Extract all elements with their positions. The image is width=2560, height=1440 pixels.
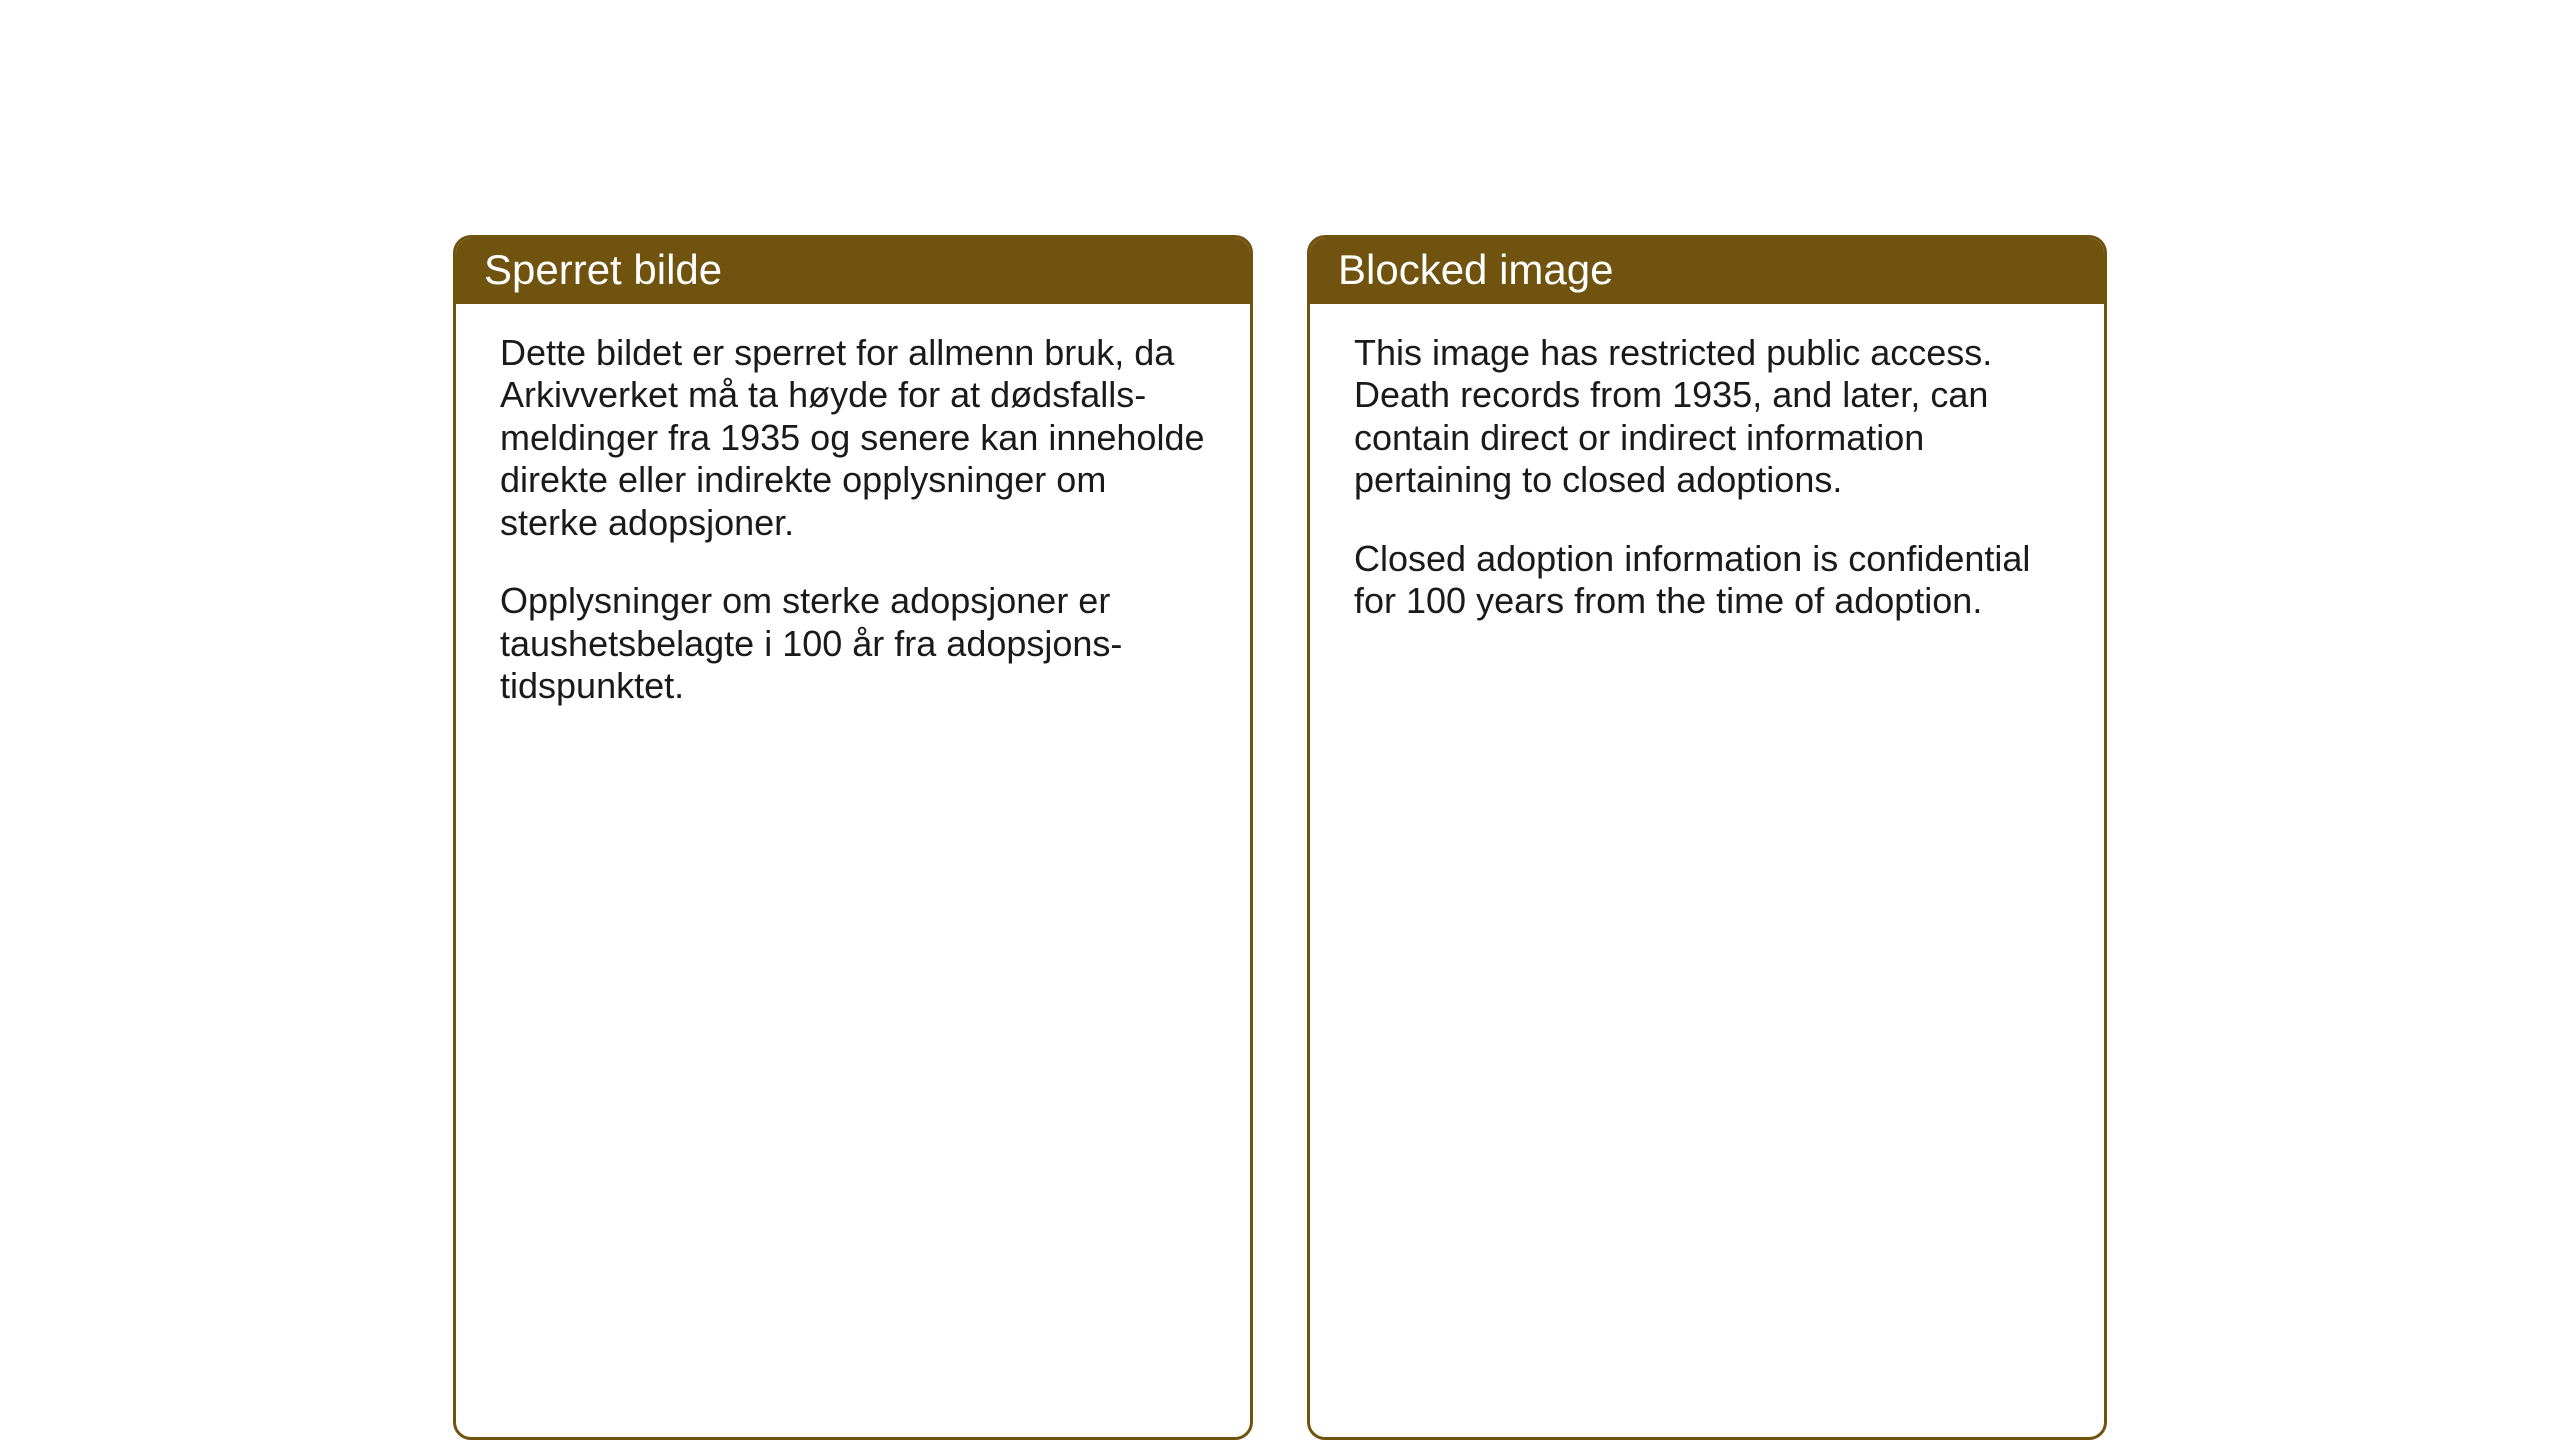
english-paragraph-1: This image has restricted public access.… <box>1354 332 2060 502</box>
english-card-body: This image has restricted public access.… <box>1310 304 2104 665</box>
norwegian-notice-card: Sperret bilde Dette bildet er sperret fo… <box>453 235 1253 1440</box>
norwegian-paragraph-1: Dette bildet er sperret for allmenn bruk… <box>500 332 1206 544</box>
english-notice-card: Blocked image This image has restricted … <box>1307 235 2107 1440</box>
norwegian-card-body: Dette bildet er sperret for allmenn bruk… <box>456 304 1250 750</box>
norwegian-card-title: Sperret bilde <box>456 238 1250 304</box>
norwegian-paragraph-2: Opplysninger om sterke adopsjoner er tau… <box>500 580 1206 707</box>
english-card-title: Blocked image <box>1310 238 2104 304</box>
english-paragraph-2: Closed adoption information is confident… <box>1354 538 2060 623</box>
notice-cards-container: Sperret bilde Dette bildet er sperret fo… <box>453 235 2107 1440</box>
